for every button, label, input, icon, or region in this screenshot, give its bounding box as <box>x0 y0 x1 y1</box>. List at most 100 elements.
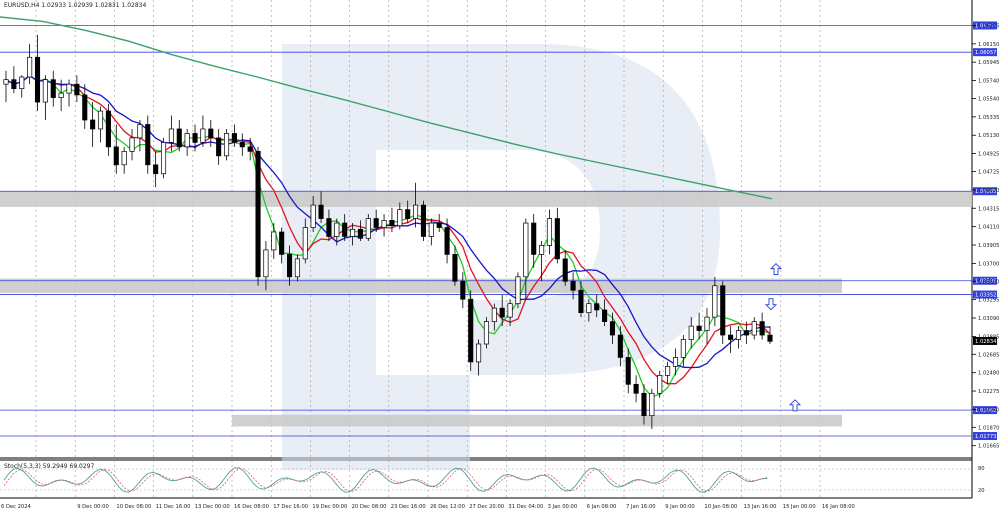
y-tick-label: 1.04520 <box>978 188 999 194</box>
candle-body <box>625 357 631 385</box>
y-tick-label: 1.03905 <box>978 243 999 249</box>
y-tick-label: 1.01665 <box>978 444 999 450</box>
candle-body <box>334 222 340 237</box>
level-label-box <box>973 187 997 196</box>
candle-body <box>271 231 277 251</box>
level-label-box <box>973 48 997 57</box>
x-tick-label: 11 Dec 16:00 <box>156 504 191 510</box>
price-zone <box>0 190 972 207</box>
x-tick-label: 31 Dec 04:00 <box>508 504 543 510</box>
candle-body <box>688 325 694 340</box>
stoch-level-label: 20 <box>978 488 985 494</box>
candle-body <box>767 334 773 342</box>
x-tick-label: 10 Jan 08:00 <box>704 504 737 510</box>
candle-body <box>452 254 458 282</box>
x-tick-label: 7 Jan 16:00 <box>626 504 656 510</box>
y-tick-label: 1.03295 <box>978 298 999 304</box>
candle-body <box>672 357 679 367</box>
x-tick-label: 16 Jan 08:00 <box>822 504 855 510</box>
candle-body <box>617 334 623 358</box>
y-tick-label: 1.02885 <box>978 334 999 340</box>
y-tick-label: 1.02480 <box>978 371 999 377</box>
candle-body <box>759 321 765 336</box>
candle-body <box>153 164 159 175</box>
candle-body <box>641 392 647 417</box>
candle-body <box>507 303 513 318</box>
candle-body <box>113 146 119 166</box>
y-tick-label: 1.06355 <box>978 23 999 29</box>
level-label-box <box>973 406 997 415</box>
candle-body <box>562 258 568 282</box>
y-tick-label: 1.02685 <box>978 352 999 358</box>
candle-body <box>460 280 466 300</box>
candle-body <box>66 83 72 94</box>
ma-red-line <box>5 74 771 385</box>
candle-body <box>523 222 529 278</box>
level-label: 1.06355 <box>975 23 996 29</box>
candle-body <box>397 209 403 227</box>
y-tick-label: 1.01870 <box>978 425 999 431</box>
y-tick-label: 1.02275 <box>978 389 999 395</box>
brand-watermark <box>282 44 720 470</box>
candle-body <box>97 110 104 130</box>
candle-body <box>546 218 553 246</box>
candle-body <box>160 142 167 175</box>
candle-body <box>743 330 749 336</box>
candle-body <box>263 249 269 278</box>
candle-body <box>168 128 174 143</box>
candle-body <box>483 321 490 345</box>
x-tick-label: 27 Dec 20:00 <box>469 504 504 510</box>
candle-body <box>365 218 371 239</box>
y-tick-label: 1.04925 <box>978 152 999 158</box>
candle-body <box>539 245 545 255</box>
level-label: 1.04505 <box>975 189 996 195</box>
support-resistance-zones <box>0 190 972 427</box>
stochastic-panel <box>0 467 972 493</box>
symbol-header: EURUSD,H4 1.02933 1.02939 1.02831 1.0283… <box>4 2 146 9</box>
current-price-box <box>973 336 997 345</box>
x-tick-label: 19 Dec 00:00 <box>312 504 347 510</box>
y-tick-label: 1.02070 <box>978 407 999 413</box>
candle-body <box>476 343 482 363</box>
candle-body <box>373 218 379 228</box>
x-tick-label: 23 Dec 16:00 <box>391 504 426 510</box>
stoch-level-label: 80 <box>978 466 985 472</box>
candle-body <box>74 83 80 96</box>
candle-body <box>247 146 253 152</box>
x-tick-label: 6 Jan 08:00 <box>587 504 617 510</box>
candle-body <box>720 285 726 336</box>
level-label-box <box>973 21 997 30</box>
candle-body <box>231 133 237 143</box>
candle-body <box>286 254 293 278</box>
candle-body <box>357 228 363 239</box>
x-tick-label: 3 Jan 00:00 <box>548 504 578 510</box>
level-label: 1.01773 <box>975 434 996 440</box>
candle-body <box>11 79 17 89</box>
candle-body <box>137 124 143 139</box>
x-tick-label: 16 Dec 08:00 <box>234 504 269 510</box>
level-label: 1.02062 <box>975 408 996 414</box>
arrow-up-icon <box>769 262 783 276</box>
candle-body <box>176 128 182 148</box>
x-tick-label: 26 Dec 12:00 <box>430 504 465 510</box>
candle-body <box>184 133 190 148</box>
candle-body <box>602 309 608 322</box>
candle-body <box>310 204 316 228</box>
y-tick-label: 1.03700 <box>978 261 999 267</box>
candle-body <box>649 392 655 417</box>
candle-body <box>326 218 332 237</box>
candle-body <box>609 321 616 336</box>
candle-body <box>3 79 9 85</box>
candle-body <box>279 231 285 255</box>
candle-body <box>413 204 419 219</box>
candle-body <box>515 276 521 305</box>
candle-body <box>350 228 356 237</box>
y-tick-label: 1.04315 <box>978 206 999 212</box>
current-price-label: 1.02834 <box>975 339 997 345</box>
candle-body <box>105 110 111 148</box>
level-label: 1.03352 <box>975 293 996 299</box>
candle-body <box>342 222 348 237</box>
candle-body <box>381 220 387 228</box>
candle-body <box>121 151 127 166</box>
